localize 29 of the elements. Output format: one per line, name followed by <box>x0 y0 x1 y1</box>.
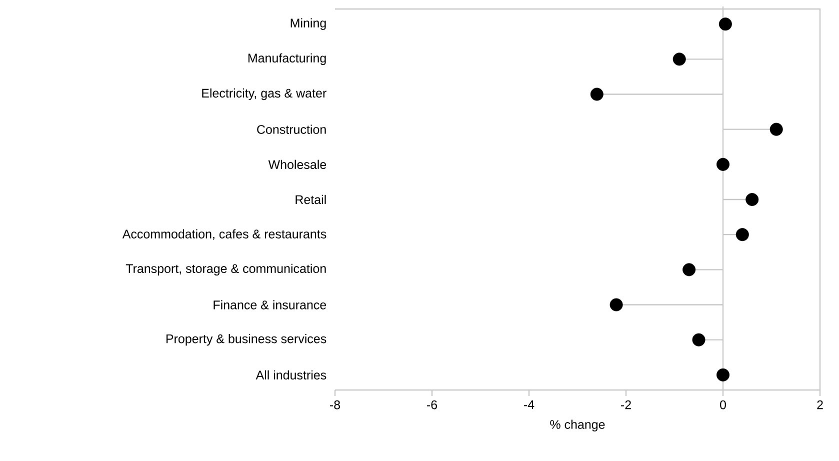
point <box>736 228 749 242</box>
point <box>746 193 759 206</box>
point <box>716 368 730 382</box>
point <box>770 122 783 136</box>
x-tick-label: -4 <box>524 400 534 409</box>
point <box>672 52 686 66</box>
y-tick-label: Retail <box>296 194 326 204</box>
y-tick-label: All industries <box>256 370 326 380</box>
y-tick-label: Property & business services <box>166 334 326 346</box>
point <box>590 88 604 101</box>
y-tick-label: Accommodation, cafes & restaurants <box>122 229 326 240</box>
point <box>716 158 730 171</box>
x-axis-title: % change <box>550 420 605 432</box>
y-tick-label: Transport, storage & communication <box>126 264 326 276</box>
y-tick-label: Finance & insurance <box>214 300 326 310</box>
x-tick-label: 0 <box>720 400 726 410</box>
point <box>718 18 732 31</box>
x-tick-label: -6 <box>427 400 438 410</box>
y-tick-label: Mining <box>290 18 326 30</box>
x-tick-label: -8 <box>330 400 340 410</box>
y-tick-label: Electricity, gas & water <box>202 88 326 100</box>
x-tick-label: 2 <box>817 400 823 410</box>
y-tick-label: Wholesale <box>268 160 326 170</box>
point <box>610 298 623 312</box>
y-tick-label: Construction <box>257 124 326 134</box>
point <box>692 333 706 346</box>
x-tick-label: -2 <box>621 400 631 410</box>
y-tick-label: Manufacturing <box>248 53 326 65</box>
point <box>682 263 696 276</box>
